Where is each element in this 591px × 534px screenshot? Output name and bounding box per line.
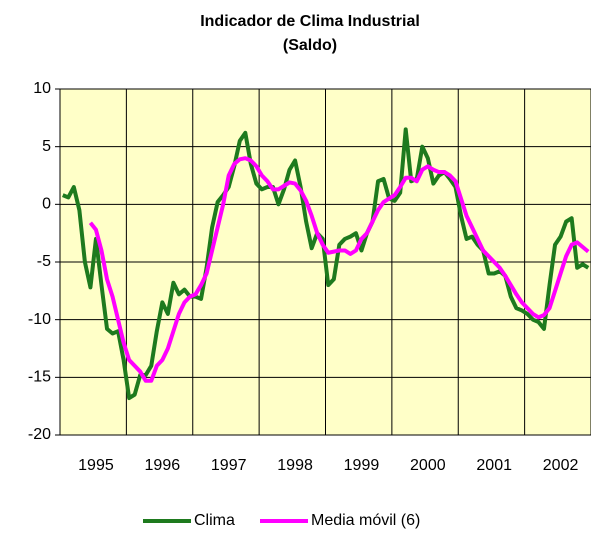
x-tick-label: 2002 <box>543 457 579 474</box>
x-tick-label: 1999 <box>344 457 380 474</box>
x-tick-label: 1997 <box>211 457 247 474</box>
y-tick-label: 0 <box>42 196 51 213</box>
y-tick-label: -20 <box>28 426 51 443</box>
y-tick-label: -5 <box>37 253 51 270</box>
chart-subtitle: (Saldo) <box>283 37 337 54</box>
legend-label: Media móvil (6) <box>311 512 420 529</box>
x-tick-label: 1996 <box>145 457 181 474</box>
x-tick-label: 2001 <box>476 457 512 474</box>
x-tick-label: 1995 <box>78 457 114 474</box>
y-tick-label: -15 <box>28 369 51 386</box>
plot-border <box>59 88 591 436</box>
x-tick-label: 2000 <box>410 457 446 474</box>
y-tick-label: 5 <box>42 138 51 155</box>
y-tick-label: -10 <box>28 311 51 328</box>
chart-title: Indicador de Clima Industrial <box>200 13 420 30</box>
y-tick-label: 10 <box>33 80 51 97</box>
series-line <box>88 156 590 383</box>
legend-label: Clima <box>194 512 235 529</box>
x-tick-label: 1998 <box>277 457 313 474</box>
